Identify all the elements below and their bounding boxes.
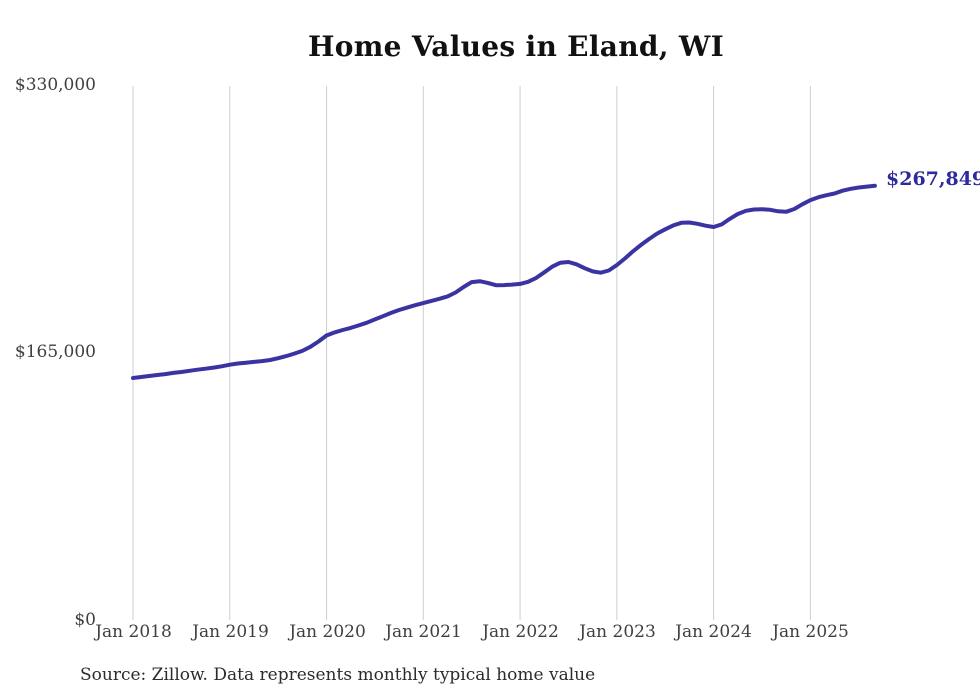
chart-title: Home Values in Eland, WI <box>308 30 724 63</box>
home-value-line <box>131 183 877 380</box>
x-axis-tick-jan-2019: Jan 2019 <box>192 622 269 642</box>
x-axis-tick-jan-2021: Jan 2021 <box>385 622 462 642</box>
y-axis-tick-165000: $165,000 <box>14 342 96 362</box>
x-axis-tick-jan-2025: Jan 2025 <box>772 622 849 642</box>
vertical-gridlines <box>132 86 811 620</box>
x-axis-tick-jan-2023: Jan 2023 <box>579 622 656 642</box>
x-axis-tick-jan-2018: Jan 2018 <box>95 622 172 642</box>
x-axis-tick-jan-2024: Jan 2024 <box>675 622 752 642</box>
x-axis-tick-jan-2020: Jan 2020 <box>289 622 366 642</box>
y-axis-tick-0: $0 <box>74 610 96 630</box>
y-axis-tick-330000: $330,000 <box>14 75 96 95</box>
latest-value-label: $267,849 <box>886 168 980 190</box>
source-note: Source: Zillow. Data represents monthly … <box>80 665 596 685</box>
x-axis-tick-jan-2022: Jan 2022 <box>482 622 559 642</box>
